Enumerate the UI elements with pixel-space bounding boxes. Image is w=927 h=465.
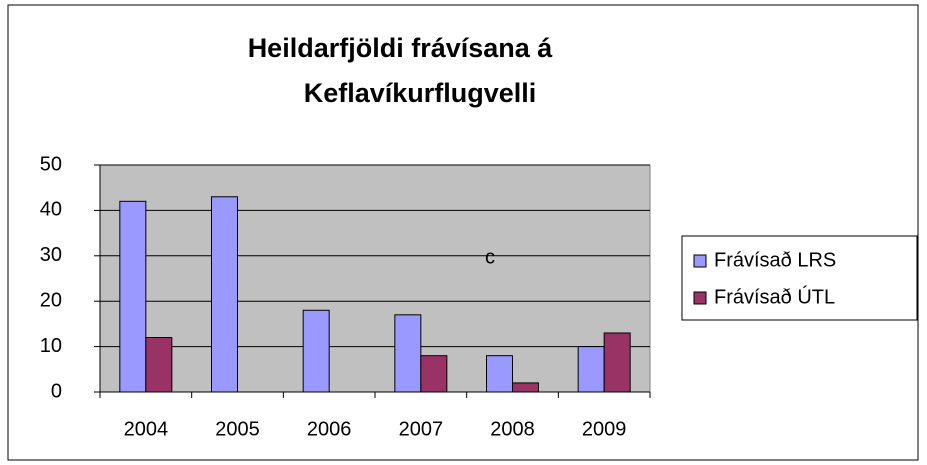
x-tick-label: 2005 bbox=[215, 418, 260, 440]
y-tick-label: 10 bbox=[40, 335, 62, 357]
bar bbox=[394, 314, 422, 393]
bar bbox=[211, 196, 238, 393]
bar bbox=[603, 332, 631, 393]
x-tick-label: 2007 bbox=[399, 418, 444, 440]
plot-area bbox=[99, 164, 651, 393]
x-tick-label: 2006 bbox=[307, 418, 352, 440]
legend-swatch bbox=[693, 254, 707, 268]
bar bbox=[302, 309, 330, 393]
legend-label: Frávísað ÚTL bbox=[714, 285, 835, 308]
x-tick-label: 2004 bbox=[124, 418, 169, 440]
chart-title: Keflavíkurflugvelli bbox=[304, 78, 537, 108]
legend-swatch bbox=[693, 291, 707, 305]
bar bbox=[145, 337, 173, 393]
y-tick-label: 50 bbox=[40, 153, 62, 175]
y-tick-label: 0 bbox=[51, 380, 62, 402]
y-tick-label: 30 bbox=[40, 244, 62, 266]
bar bbox=[512, 382, 539, 393]
annotation: c bbox=[485, 246, 495, 268]
bar bbox=[577, 346, 605, 393]
y-tick-label: 20 bbox=[40, 289, 62, 311]
x-tick-label: 2008 bbox=[490, 418, 535, 440]
bar bbox=[486, 355, 513, 393]
bar bbox=[420, 355, 448, 393]
legend-label: Frávísað LRS bbox=[714, 249, 836, 271]
bar bbox=[119, 200, 147, 393]
legend bbox=[681, 235, 918, 321]
chart-title: Heildarfjöldi frávísana á bbox=[248, 33, 554, 63]
x-tick-label: 2009 bbox=[582, 418, 627, 440]
y-tick-label: 40 bbox=[40, 199, 62, 221]
